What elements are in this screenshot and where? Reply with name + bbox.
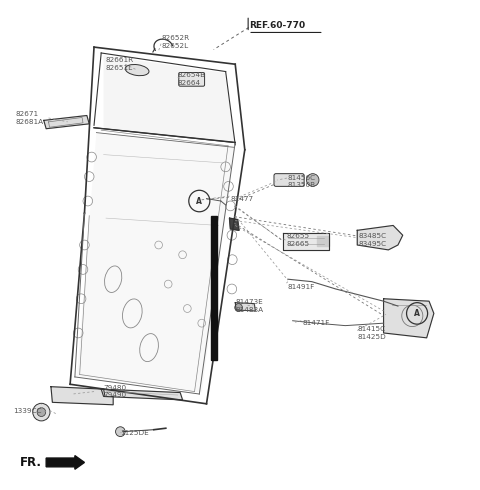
Polygon shape bbox=[229, 218, 239, 230]
Polygon shape bbox=[76, 133, 235, 392]
Text: 83485C
83495C: 83485C 83495C bbox=[359, 233, 387, 247]
Circle shape bbox=[33, 403, 50, 421]
Text: 81491F: 81491F bbox=[288, 284, 315, 290]
Text: 79480
79490: 79480 79490 bbox=[104, 385, 127, 398]
Text: 81477: 81477 bbox=[230, 196, 253, 201]
FancyArrow shape bbox=[46, 456, 84, 469]
Ellipse shape bbox=[125, 65, 149, 75]
Circle shape bbox=[37, 408, 46, 416]
Circle shape bbox=[116, 427, 125, 437]
Polygon shape bbox=[235, 303, 255, 311]
Text: 82661R
82651L: 82661R 82651L bbox=[106, 57, 134, 71]
Text: 81471F: 81471F bbox=[302, 320, 329, 326]
Text: 82652R
82652L: 82652R 82652L bbox=[161, 35, 189, 49]
Circle shape bbox=[235, 304, 242, 312]
Polygon shape bbox=[317, 236, 328, 246]
Polygon shape bbox=[357, 225, 403, 250]
Text: 1125DE: 1125DE bbox=[120, 430, 149, 436]
Text: 81456C
81350B: 81456C 81350B bbox=[288, 175, 316, 188]
Text: 81415C
81425D: 81415C 81425D bbox=[357, 326, 386, 340]
Polygon shape bbox=[384, 299, 434, 338]
Text: 81473E
81483A: 81473E 81483A bbox=[235, 299, 264, 313]
Polygon shape bbox=[104, 55, 235, 144]
FancyBboxPatch shape bbox=[179, 73, 204, 86]
Text: 82655
82665: 82655 82665 bbox=[287, 233, 310, 247]
Text: 1339CC: 1339CC bbox=[12, 408, 41, 414]
Text: A: A bbox=[414, 309, 420, 318]
Text: A: A bbox=[196, 196, 202, 205]
Text: 82671
82681A: 82671 82681A bbox=[15, 111, 43, 125]
Polygon shape bbox=[101, 389, 182, 400]
FancyBboxPatch shape bbox=[274, 173, 304, 186]
Polygon shape bbox=[283, 233, 328, 250]
Text: REF.60-770: REF.60-770 bbox=[250, 21, 306, 29]
Polygon shape bbox=[51, 387, 113, 405]
Polygon shape bbox=[211, 216, 217, 360]
Text: 82654B
82664: 82654B 82664 bbox=[178, 72, 206, 86]
Circle shape bbox=[307, 173, 319, 186]
Text: FR.: FR. bbox=[20, 456, 42, 469]
Polygon shape bbox=[44, 116, 89, 129]
